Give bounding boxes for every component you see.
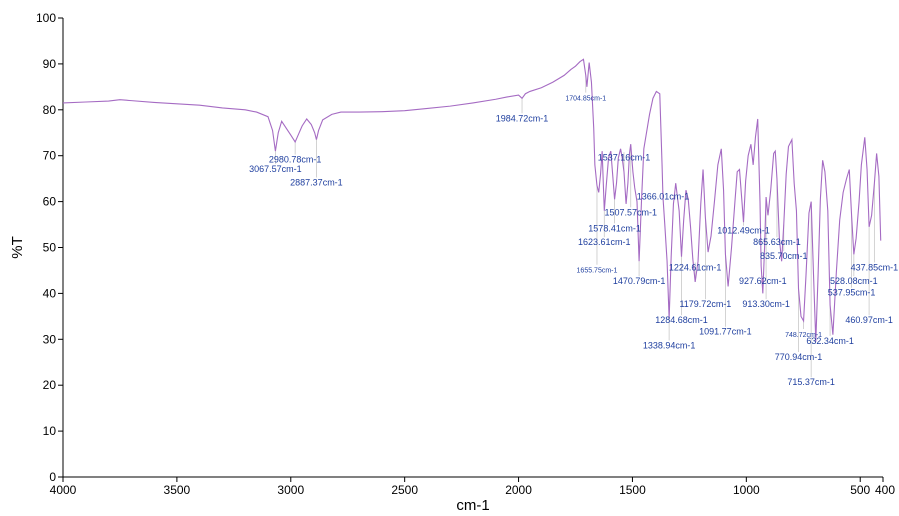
- peak-label: 913.30cm-1: [742, 299, 790, 309]
- peak-label: 1507.57cm-1: [604, 207, 657, 217]
- peak-label: 1012.49cm-1: [717, 226, 770, 236]
- y-tick-label: 20: [43, 378, 57, 392]
- peak-label: 748.72cm-1: [785, 332, 822, 339]
- peak-label: 528.08cm-1: [830, 276, 878, 286]
- y-tick-label: 0: [49, 470, 56, 484]
- peak-label: 1366.01cm-1: [637, 191, 690, 201]
- peak-label: 437.85cm-1: [851, 262, 899, 272]
- x-tick-label: 1500: [619, 483, 646, 497]
- peak-label: 1578.41cm-1: [588, 223, 641, 233]
- y-tick-label: 40: [43, 286, 57, 300]
- peak-label: 1224.61cm-1: [669, 262, 722, 272]
- spectrum-line: [62, 58, 882, 342]
- y-tick-label: 10: [43, 424, 57, 438]
- y-axis-title: %T: [9, 236, 26, 259]
- x-tick-label: 3000: [277, 483, 304, 497]
- peak-label: 1470.79cm-1: [613, 276, 666, 286]
- peak-label: 2980.78cm-1: [269, 155, 322, 165]
- peak-label: 865.63cm-1: [753, 237, 801, 247]
- peak-label: 1338.94cm-1: [643, 340, 696, 350]
- peak-label: 1984.72cm-1: [496, 113, 549, 123]
- peak-label: 1537.16cm-1: [598, 152, 651, 162]
- y-tick-label: 60: [43, 195, 57, 209]
- y-tick-label: 70: [43, 149, 57, 163]
- y-tick-label: 90: [43, 57, 57, 71]
- y-tick-label: 80: [43, 103, 57, 117]
- y-tick-label: 50: [43, 241, 57, 255]
- peak-label: 1704.85cm-1: [565, 96, 606, 103]
- y-axis-ticks: 0 10 20 30 40 50 60 70 80 90 100: [36, 11, 63, 484]
- peak-label: 460.97cm-1: [845, 315, 893, 325]
- peak-label: 2887.37cm-1: [290, 178, 343, 188]
- x-tick-label: 400: [875, 483, 895, 497]
- x-tick-label: 500: [850, 483, 870, 497]
- peak-label: 770.94cm-1: [775, 352, 823, 362]
- peak-label: 632.34cm-1: [806, 336, 854, 346]
- peak-label: 3067.57cm-1: [249, 164, 302, 174]
- x-tick-label: 2500: [391, 483, 418, 497]
- x-axis-ticks: 4000 3500 3000 2500 2000 1500 1000 500 400: [50, 477, 895, 497]
- x-tick-label: 2000: [505, 483, 532, 497]
- y-tick-label: 100: [36, 11, 56, 25]
- x-axis-title: cm-1: [456, 497, 489, 514]
- x-tick-label: 1000: [733, 483, 760, 497]
- peak-label: 537.95cm-1: [828, 288, 876, 298]
- peak-label: 1179.72cm-1: [679, 299, 731, 309]
- peak-label: 1284.68cm-1: [655, 315, 708, 325]
- peak-label: 1623.61cm-1: [578, 237, 631, 247]
- peak-label: 715.37cm-1: [787, 377, 835, 387]
- peak-label: 1655.75cm-1: [577, 268, 618, 275]
- x-tick-label: 4000: [50, 483, 77, 497]
- peak-label: 927.62cm-1: [739, 276, 787, 286]
- peak-label: 1091.77cm-1: [699, 327, 752, 337]
- peak-label: 835.70cm-1: [760, 251, 808, 261]
- y-tick-label: 30: [43, 332, 57, 346]
- x-tick-label: 3500: [164, 483, 191, 497]
